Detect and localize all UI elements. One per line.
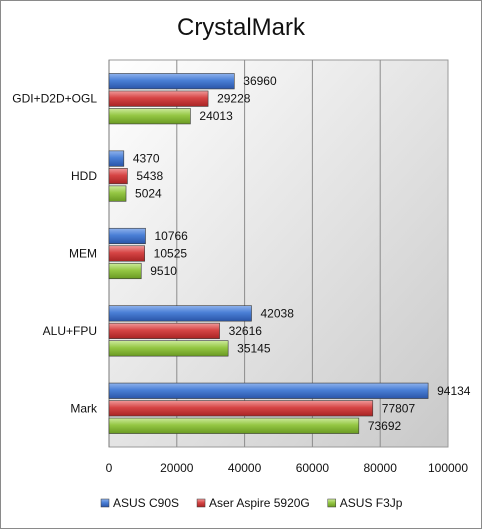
x-tick-label: 40000 (228, 461, 262, 475)
legend-swatch (100, 498, 110, 508)
bar (108, 400, 374, 417)
bar (108, 417, 360, 434)
x-tick-label: 0 (106, 461, 113, 475)
data-label: 5024 (135, 187, 162, 201)
data-label: 77807 (382, 401, 416, 415)
data-label: 32616 (229, 324, 263, 338)
bar (108, 262, 142, 280)
x-tick-label: 80000 (364, 461, 398, 475)
bar (108, 108, 191, 125)
legend-swatch (327, 498, 337, 508)
legend-label: Aser Aspire 5920G (209, 496, 310, 510)
data-label: 10766 (154, 229, 188, 243)
x-tick-label: 20000 (160, 461, 194, 475)
category-label: HDD (71, 169, 97, 183)
bar (108, 340, 229, 357)
data-labels: 36960 29228 24013 4370 5438 5024 10766 10525 951… (133, 74, 471, 433)
data-label: 94134 (437, 384, 471, 398)
data-label: 35145 (237, 341, 271, 355)
bars (108, 73, 429, 434)
data-label: 36960 (243, 74, 277, 88)
category-labels: GDI+D2D+OGL HDD MEM ALU+FPU Mark (12, 92, 98, 416)
bar (108, 227, 146, 245)
plot-area (108, 59, 449, 448)
x-tick-label: 100000 (428, 461, 468, 475)
data-label: 73692 (368, 419, 402, 433)
category-label: MEM (69, 247, 97, 261)
x-tick-labels: 0 20000 40000 60000 80000 100000 (106, 461, 469, 475)
bar (108, 150, 125, 167)
chart-title: CrystalMark (177, 14, 306, 41)
bar (108, 73, 235, 90)
bar (108, 185, 127, 202)
legend-swatch (196, 498, 206, 508)
bar (108, 322, 220, 339)
data-label: 4370 (133, 152, 160, 166)
data-label: 5438 (136, 169, 163, 183)
category-label: GDI+D2D+OGL (12, 92, 97, 106)
bar (108, 168, 128, 185)
legend: ASUS C90S Aser Aspire 5920G ASUS F3Jp (100, 496, 403, 510)
data-label: 10525 (154, 247, 188, 261)
x-tick-label: 60000 (296, 461, 330, 475)
bar (108, 90, 209, 107)
category-label: ALU+FPU (43, 324, 97, 338)
data-label: 9510 (150, 264, 177, 278)
bar (108, 382, 429, 399)
bar (108, 305, 252, 322)
category-label: Mark (70, 401, 98, 415)
legend-label: ASUS F3Jp (340, 496, 403, 510)
legend-label: ASUS C90S (113, 496, 179, 510)
data-label: 24013 (199, 109, 233, 123)
data-label: 29228 (217, 92, 251, 106)
bar (108, 245, 145, 262)
data-label: 42038 (261, 306, 295, 320)
